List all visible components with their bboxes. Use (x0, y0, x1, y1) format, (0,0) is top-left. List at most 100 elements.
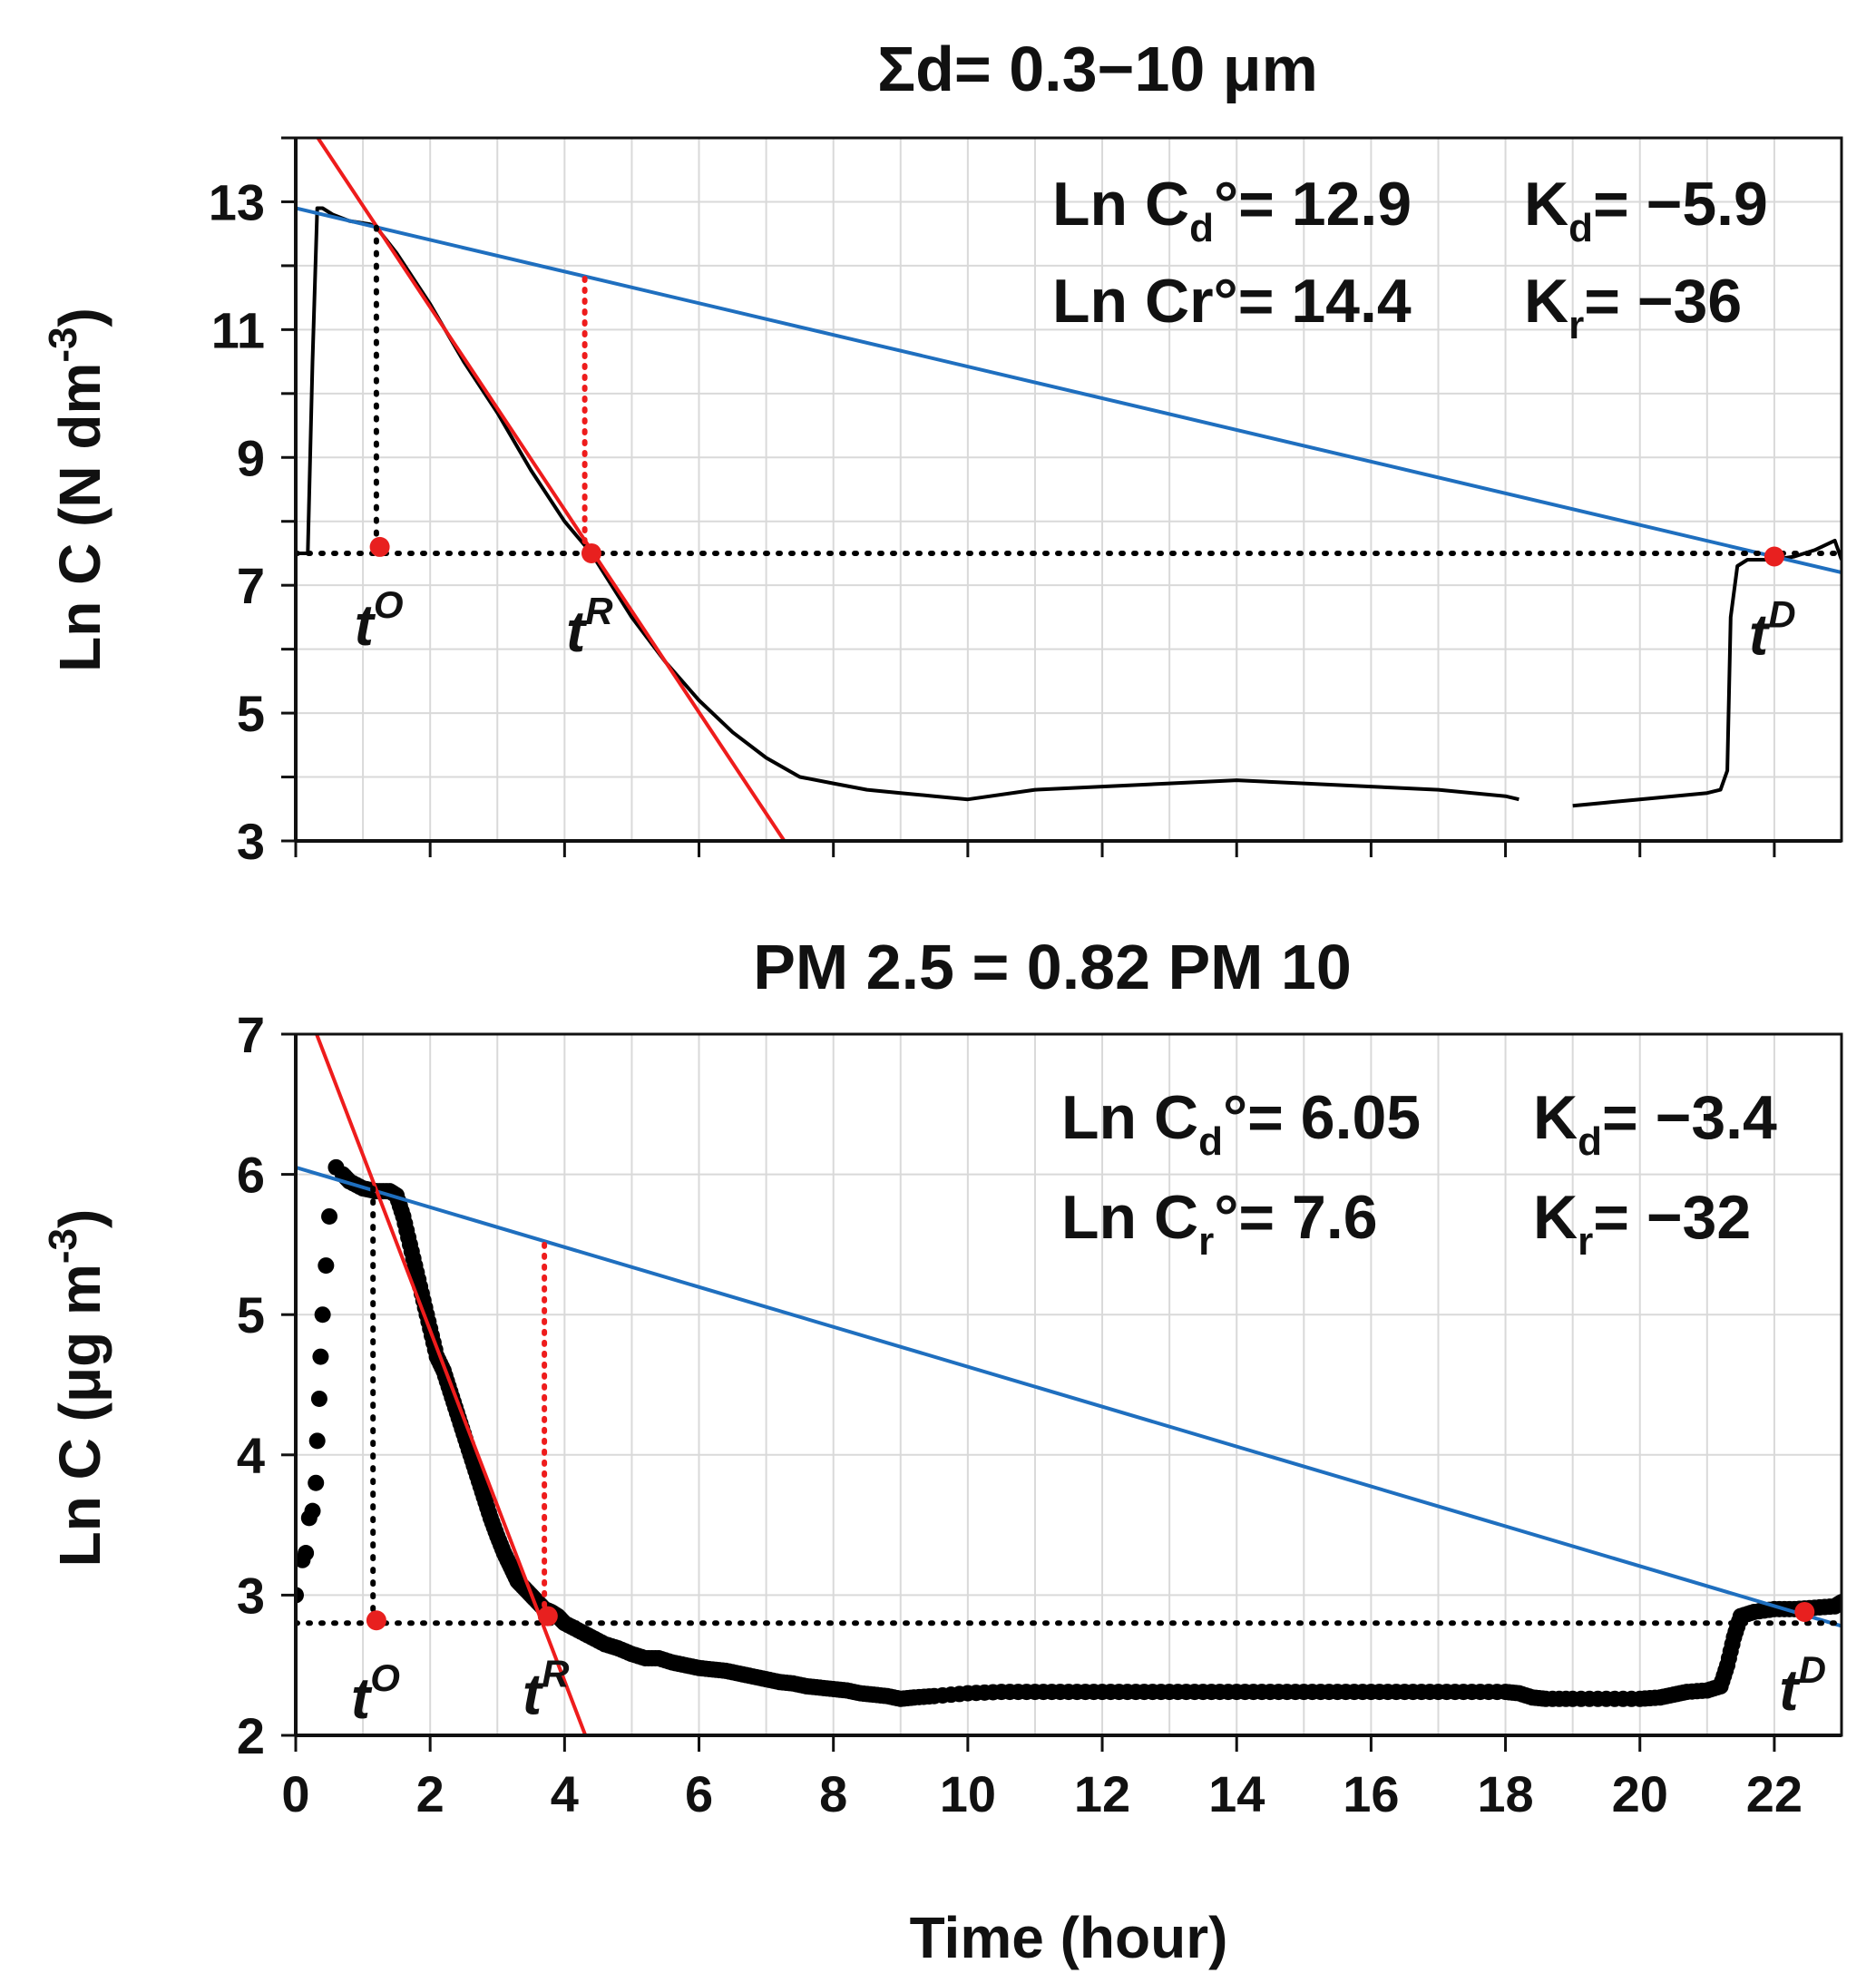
bottom-marker-to-dot (366, 1610, 386, 1631)
bottom-marker-tr-label-sup: R (542, 1653, 570, 1695)
bottom-marker-tr-dot (537, 1606, 558, 1626)
bottom-series-decay-fit (296, 1165, 1842, 1628)
top-annot-row2-right: Kr= −36 (1524, 267, 1742, 347)
bottom-x-tick-label: 2 (416, 1765, 445, 1822)
bottom-annot-lncd-sub: d (1198, 1119, 1223, 1164)
bottom-marker-td-label-sup: D (1799, 1648, 1826, 1691)
bottom-x-tick-label: 0 (281, 1765, 309, 1822)
bottom-chart-title: PM 2.5 = 0.82 PM 10 (753, 932, 1352, 1002)
top-series-removal-fit (316, 138, 787, 841)
top-annot-kr-value: = −36 (1584, 267, 1742, 336)
top-y-tick-label: 11 (211, 301, 265, 358)
top-series (296, 138, 1842, 841)
bottom-annot-row1-left: Ln Cd°= 6.05 (1061, 1083, 1421, 1164)
top-y-axis-title-sup: -3 (41, 327, 85, 362)
top-y-tick-label: 5 (237, 685, 265, 742)
bottom-x-tick-label: 8 (819, 1765, 847, 1822)
bottom-marker-to-label: tO (351, 1656, 400, 1731)
bottom-marker-td-label-t: t (1779, 1657, 1801, 1723)
bottom-marker-tr-label-t: t (523, 1662, 544, 1727)
top-annot-kd: K (1524, 170, 1568, 239)
top-annot-row1-right: Kd= −5.9 (1524, 170, 1768, 250)
x-axis-title: Time (hour) (910, 1905, 1228, 1970)
bottom-y-axis-title-text: Ln C (μg m (47, 1264, 112, 1567)
top-y-tick-label: 7 (237, 557, 265, 614)
bottom-data-point (310, 1390, 327, 1407)
bottom-marker-to-label-t: t (351, 1666, 373, 1731)
bottom-y-tick-label: 3 (237, 1567, 265, 1624)
top-grid (296, 138, 1842, 841)
bottom-marker-td-dot (1794, 1601, 1815, 1622)
top-marker-tr-label: tR (566, 590, 613, 664)
bottom-annot-kd: K (1533, 1083, 1578, 1152)
bottom-marker-to-label-sup: O (370, 1656, 400, 1699)
top-axes (281, 136, 1842, 857)
top-y-axis-title-text: Ln C (N dm (47, 363, 112, 672)
top-marker-tr-label-t: t (566, 599, 588, 664)
bottom-marker-tr-label: tR (523, 1653, 570, 1727)
top-y-tick-label: 3 (237, 813, 265, 870)
bottom-data-point (321, 1207, 338, 1225)
bottom-y-tick-label: 4 (237, 1427, 265, 1484)
top-marker-to-label-sup: O (374, 583, 404, 626)
bottom-x-tick-label: 14 (1208, 1765, 1265, 1822)
bottom-y-tick-label: 6 (237, 1147, 265, 1204)
bottom-annot-lncr-sub: r (1198, 1219, 1214, 1264)
top-marker-tr-label-sup: R (585, 590, 613, 632)
bottom-annot-kr: K (1533, 1183, 1578, 1252)
bottom-annot-lncd: Ln C (1061, 1083, 1198, 1152)
top-annot-kd-value: = −5.9 (1593, 170, 1768, 239)
bottom-y-axis-title-sup: -3 (41, 1228, 85, 1264)
top-y-tick-labels: 3 5 7 9 11 13 (209, 173, 265, 870)
bottom-y-axis-title-close: ) (47, 1209, 112, 1228)
top-marker-td-label-t: t (1749, 601, 1771, 667)
top-marker-td: tD (1749, 546, 1796, 667)
top-y-tick-label: 13 (209, 173, 265, 230)
top-y-axis-title: Ln C (N dm-3) (41, 308, 112, 672)
top-chart: Σd= 0.3−10 μm 3 5 7 9 11 13 Ln C (N dm-3) Ln … (41, 34, 1843, 870)
top-marker-to: tO (355, 536, 404, 658)
bottom-annot-kd-sub: d (1578, 1119, 1602, 1164)
bottom-markers: tO tR tD (351, 1601, 1826, 1731)
bottom-y-tick-label: 5 (237, 1286, 265, 1343)
top-series-decay-fit (296, 206, 1842, 575)
bottom-data-point (304, 1502, 321, 1519)
top-y-axis-title-close: ) (47, 308, 112, 327)
top-marker-to-dot (369, 536, 390, 557)
bottom-data-point (298, 1545, 315, 1562)
bottom-annot-kd-value: = −3.4 (1602, 1083, 1777, 1152)
bottom-x-tick-label: 12 (1074, 1765, 1130, 1822)
top-marker-to-label: tO (355, 583, 404, 658)
bottom-x-tick-label: 16 (1343, 1765, 1399, 1822)
bottom-data-point (308, 1432, 326, 1450)
bottom-annot-lncd-value: °= 6.05 (1223, 1083, 1421, 1152)
bottom-data-point (296, 1587, 304, 1604)
bottom-marker-td: tD (1779, 1601, 1826, 1723)
top-annot-lncd-sub: d (1189, 206, 1214, 250)
top-annot-row1-left: Ln Cd°= 12.9 (1052, 170, 1412, 250)
top-annot-kd-sub: d (1568, 206, 1593, 250)
bottom-annot-lncr-value: °= 7.6 (1214, 1183, 1377, 1252)
top-marker-tr-dot (581, 542, 601, 563)
bottom-annot-kr-sub: r (1578, 1219, 1593, 1264)
bottom-y-tick-labels: 2 3 4 5 6 7 (237, 1006, 265, 1764)
top-annot-lncd: Ln C (1052, 170, 1189, 239)
bottom-marker-to: tO (351, 1610, 400, 1731)
top-marker-to-label-t: t (355, 592, 376, 658)
bottom-axes (281, 1032, 1842, 1752)
top-chart-title: Σd= 0.3−10 μm (877, 34, 1318, 104)
bottom-series (296, 1034, 1842, 1735)
bottom-x-tick-label: 6 (685, 1765, 713, 1822)
top-annot-lncd-value: °= 12.9 (1214, 170, 1412, 239)
bottom-annot-lncr: Ln C (1061, 1183, 1198, 1252)
bottom-annot-kr-value: = −32 (1593, 1183, 1751, 1252)
top-plot-frame (294, 136, 1843, 843)
bottom-y-tick-label: 7 (237, 1006, 265, 1063)
top-marker-td-label-sup: D (1768, 592, 1795, 635)
bottom-data-point (308, 1474, 325, 1491)
bottom-annot-row1-right: Kd= −3.4 (1533, 1083, 1777, 1164)
top-marker-td-label: tD (1749, 592, 1796, 667)
top-markers: tO tR tD (355, 536, 1796, 667)
